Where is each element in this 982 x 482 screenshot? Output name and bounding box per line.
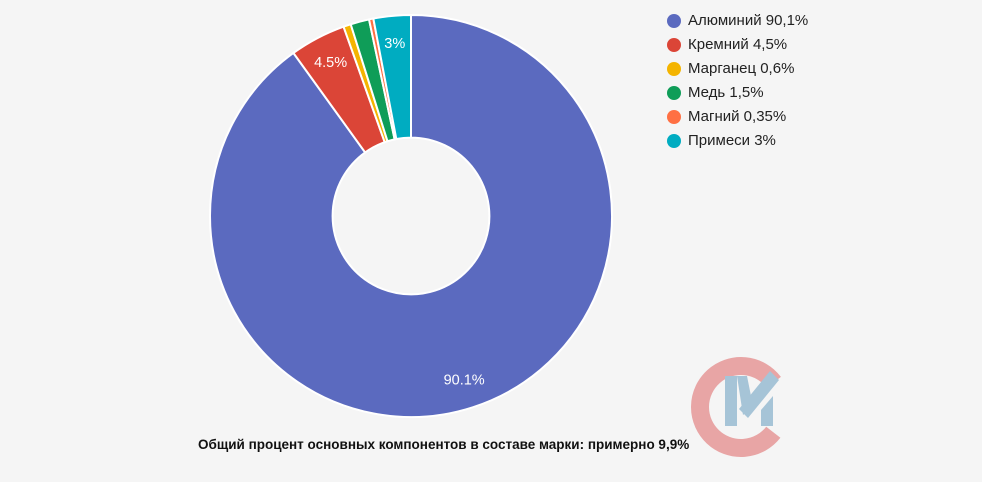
- logo-m-checkmark: [725, 371, 779, 426]
- pie-slice-Алюминий[interactable]: [209, 13, 613, 418]
- chart-legend: Алюминий 90,1% Кремний 4,5% Марганец 0,6% М…: [667, 12, 809, 158]
- slice-label-Кремний: 4.5%: [314, 55, 347, 71]
- legend-swatch-icon: [667, 14, 681, 28]
- slice-label-Алюминий: 90.1%: [444, 372, 485, 388]
- legend-label: Примеси 3%: [688, 132, 776, 149]
- pie-slice-Примеси[interactable]: [372, 13, 412, 141]
- legend-swatch-icon: [667, 86, 681, 100]
- legend-swatch-icon: [667, 134, 681, 148]
- legend-swatch-icon: [667, 110, 681, 124]
- legend-label: Магний 0,35%: [688, 108, 787, 125]
- legend-item-Марганец[interactable]: Марганец 0,6%: [667, 60, 808, 77]
- donut-chart: 90.1% 4.5% 3%: [209, 13, 613, 418]
- legend-swatch-icon: [667, 38, 681, 52]
- slice-label-Примеси: 3%: [384, 36, 405, 52]
- logo-m-left-bar: [725, 376, 737, 426]
- legend-label: Алюминий 90,1%: [688, 12, 809, 29]
- chart-caption: Общий процент основных компонентов в сос…: [198, 437, 690, 452]
- logo-check-diagonal: [739, 371, 779, 418]
- logo-m-right-leg: [761, 396, 773, 426]
- legend-label: Медь 1,5%: [688, 84, 764, 101]
- cm-logo: [691, 357, 781, 457]
- legend-label: Марганец 0,6%: [688, 60, 795, 77]
- legend-item-Магний[interactable]: Магний 0,35%: [667, 108, 808, 125]
- legend-label: Кремний 4,5%: [688, 36, 788, 53]
- legend-swatch-icon: [667, 62, 681, 76]
- legend-item-Алюминий[interactable]: Алюминий 90,1%: [667, 12, 809, 29]
- legend-item-Примеси[interactable]: Примеси 3%: [667, 132, 808, 149]
- legend-item-Медь[interactable]: Медь 1,5%: [667, 84, 808, 101]
- legend-item-Кремний[interactable]: Кремний 4,5%: [667, 36, 808, 53]
- logo-c-letter: [691, 357, 781, 457]
